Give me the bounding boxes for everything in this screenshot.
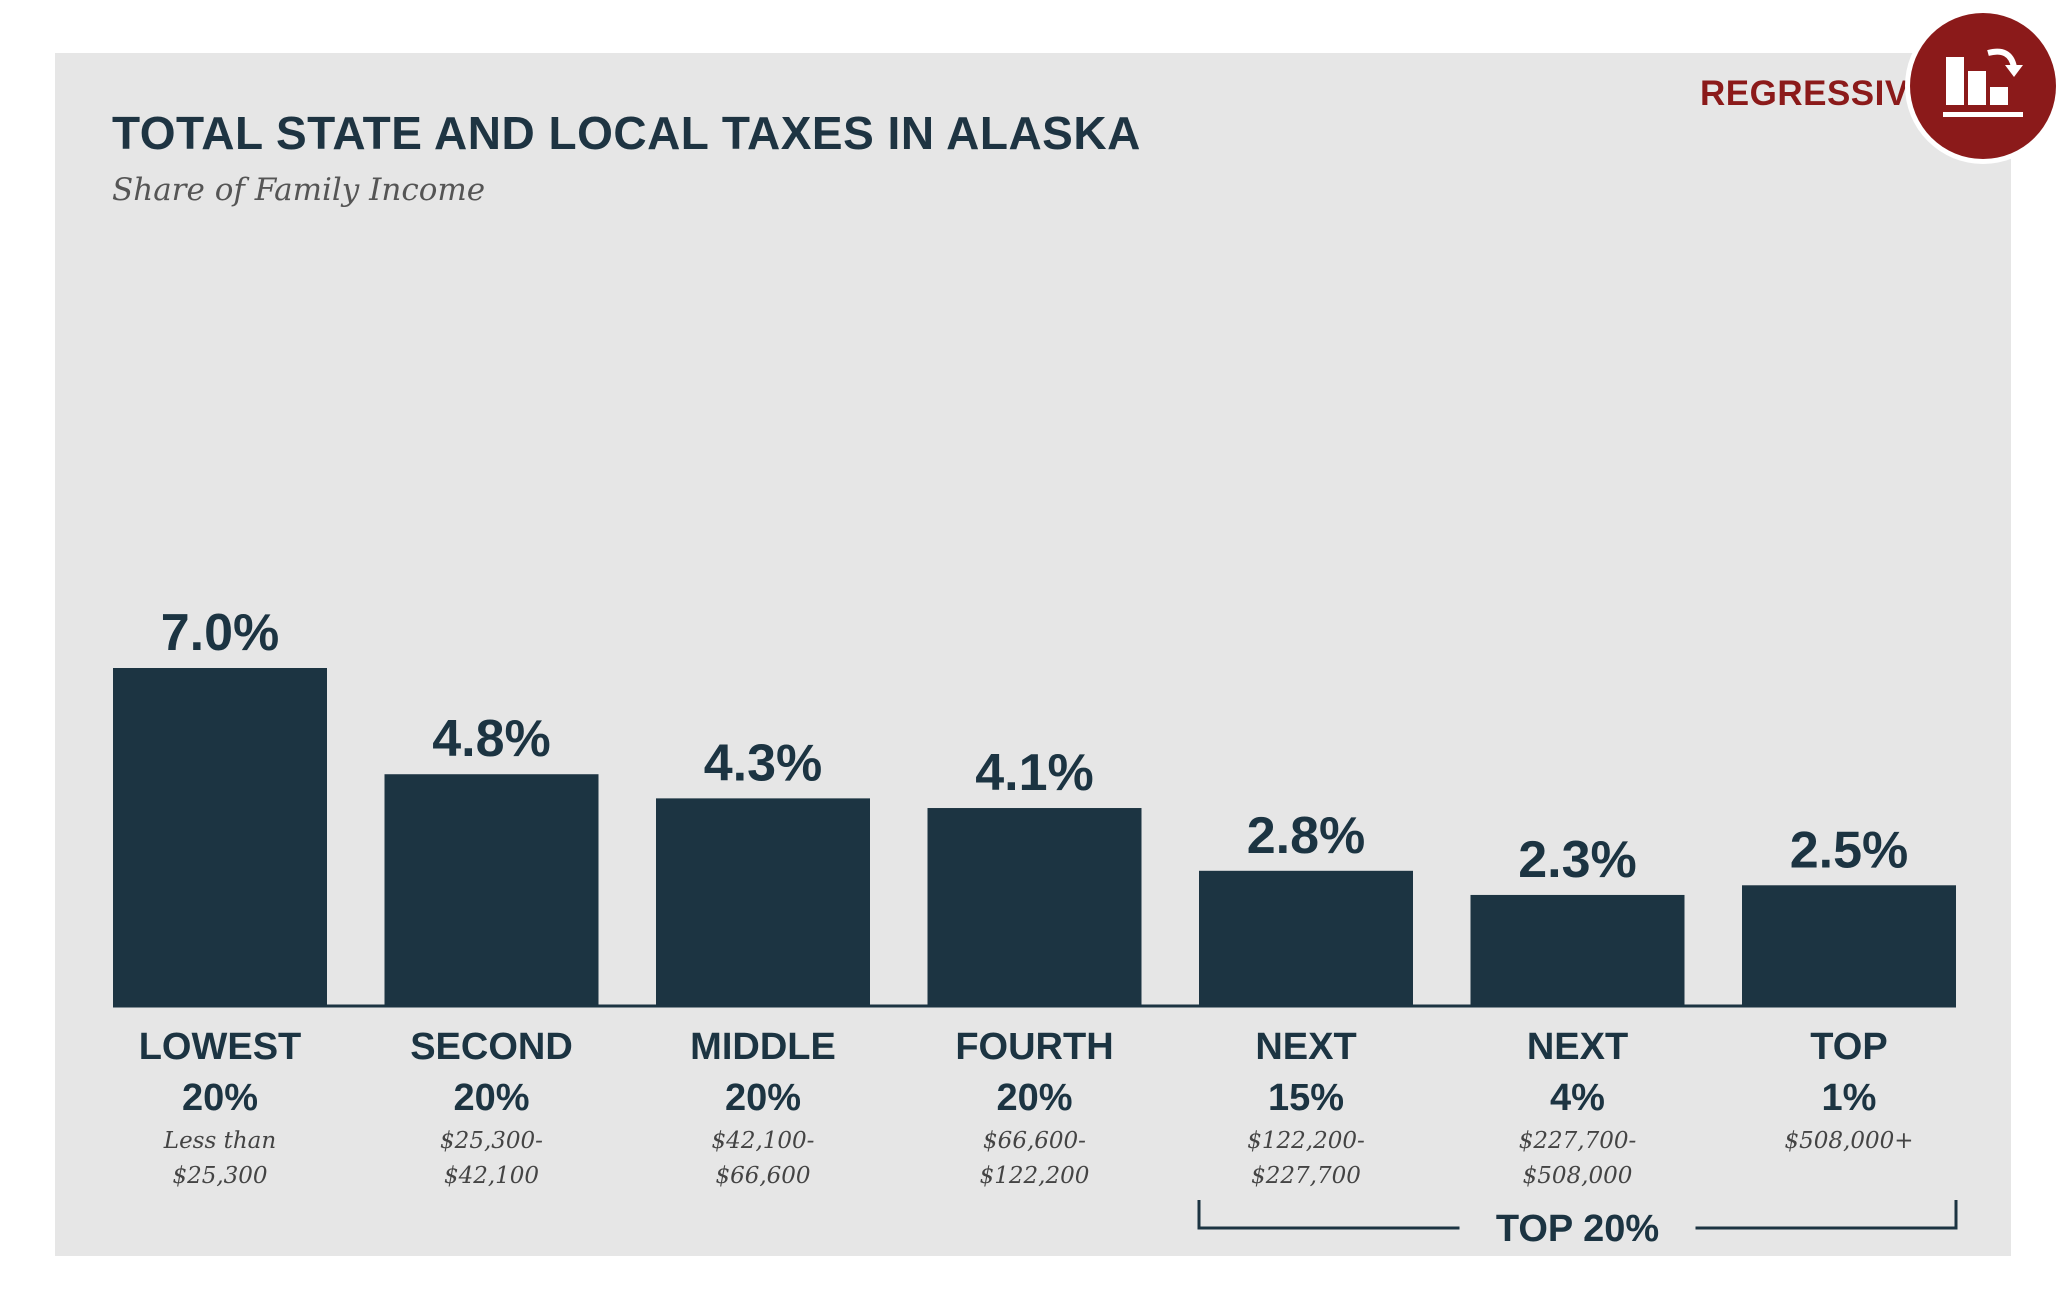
income-range-label: $508,000 (1523, 1163, 1633, 1189)
bar-value-label: 2.8% (1247, 807, 1366, 865)
bar (1199, 870, 1413, 1006)
category-label: 4% (1550, 1077, 1605, 1119)
income-range-label: $42,100- (712, 1128, 815, 1154)
top-20-bracket (1197, 1200, 1958, 1230)
income-range-label: Less than (163, 1128, 276, 1154)
bar (113, 668, 327, 1006)
category-label: 1% (1822, 1077, 1877, 1119)
income-range-label: $25,300- (440, 1128, 543, 1154)
category-label: FOURTH (955, 1026, 1113, 1068)
income-range-label: $508,000+ (1784, 1128, 1913, 1154)
category-label: MIDDLE (690, 1026, 836, 1068)
category-label: 20% (182, 1077, 258, 1119)
income-range-label: $66,600- (983, 1128, 1086, 1154)
category-label: LOWEST (139, 1026, 302, 1068)
income-range-label: $66,600 (715, 1163, 810, 1189)
bar (927, 808, 1142, 1006)
bar (384, 774, 599, 1006)
bar-value-label: 2.3% (1518, 831, 1637, 889)
category-label: NEXT (1527, 1026, 1628, 1068)
top-20-bracket-label: TOP 20% (1496, 1208, 1659, 1250)
bar-value-label: 4.3% (704, 734, 823, 792)
category-label: TOP (1810, 1026, 1887, 1068)
category-label: 20% (725, 1077, 801, 1119)
bar-value-label: 2.5% (1790, 821, 1909, 879)
chart-title: TOTAL STATE AND LOCAL TAXES IN ALASKA (112, 107, 1141, 159)
bar (1470, 894, 1685, 1006)
income-range-label: $122,200- (1247, 1128, 1365, 1154)
bar-value-label: 4.1% (975, 744, 1094, 802)
regressive-chart-icon (1910, 13, 2056, 159)
bar-value-label: 4.8% (432, 710, 551, 768)
bar-value-label: 7.0% (161, 604, 280, 662)
income-range-label: $227,700 (1251, 1163, 1361, 1189)
category-label: NEXT (1255, 1026, 1356, 1068)
bar (1742, 885, 1956, 1006)
category-label: SECOND (410, 1026, 573, 1068)
income-range-label: $25,300 (172, 1163, 267, 1189)
chart-subtitle: Share of Family Income (112, 172, 486, 208)
category-label: 15% (1268, 1077, 1344, 1119)
category-label: 20% (453, 1077, 529, 1119)
category-label: 20% (996, 1077, 1072, 1119)
chart-panel (55, 53, 2011, 1256)
income-range-label: $122,200 (980, 1163, 1090, 1189)
income-range-label: $227,700- (1519, 1128, 1637, 1154)
bar (656, 798, 870, 1006)
income-range-label: $42,100 (444, 1163, 539, 1189)
